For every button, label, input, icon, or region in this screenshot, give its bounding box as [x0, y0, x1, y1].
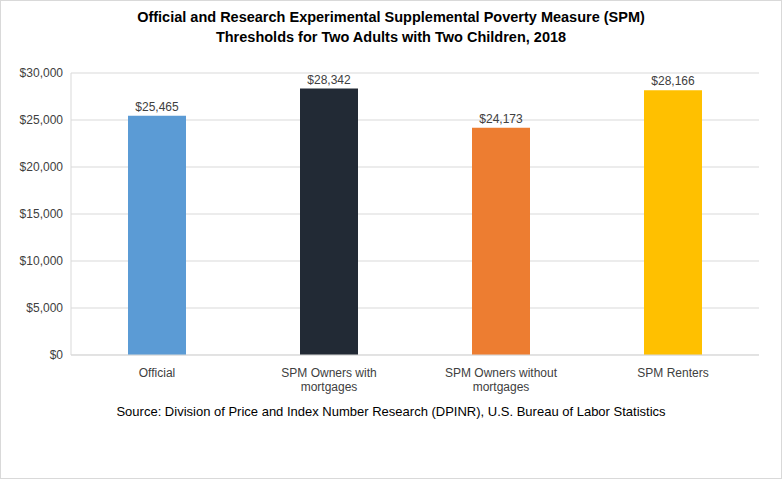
svg-text:$5,000: $5,000	[26, 301, 63, 315]
svg-text:$28,166: $28,166	[651, 74, 695, 88]
svg-text:SPM Owners withoutmortgages: SPM Owners withoutmortgages	[445, 366, 558, 394]
html-text:Source: Division of Price and: Source: Division of Price and Index Numb…	[116, 404, 666, 419]
svg-text:$30,000: $30,000	[20, 66, 64, 80]
html-text:Official and Research Experime: Official and Research Experimental Suppl…	[137, 9, 645, 25]
svg-text:$15,000: $15,000	[20, 207, 64, 221]
svg-text:$0: $0	[50, 348, 64, 362]
svg-text:$25,000: $25,000	[20, 113, 64, 127]
svg-text:$28,342: $28,342	[307, 73, 351, 87]
svg-text:$20,000: $20,000	[20, 160, 64, 174]
html-text:Thresholds for Two Adults with: Thresholds for Two Adults with Two Child…	[215, 29, 567, 45]
svg-text:Official: Official	[139, 366, 175, 380]
svg-text:SPM Owners withmortgages: SPM Owners withmortgages	[281, 366, 376, 394]
svg-text:$10,000: $10,000	[20, 254, 64, 268]
svg-text:$25,465: $25,465	[135, 100, 179, 114]
svg-text:$24,173: $24,173	[479, 112, 523, 126]
svg-text:SPM Renters: SPM Renters	[637, 366, 708, 380]
